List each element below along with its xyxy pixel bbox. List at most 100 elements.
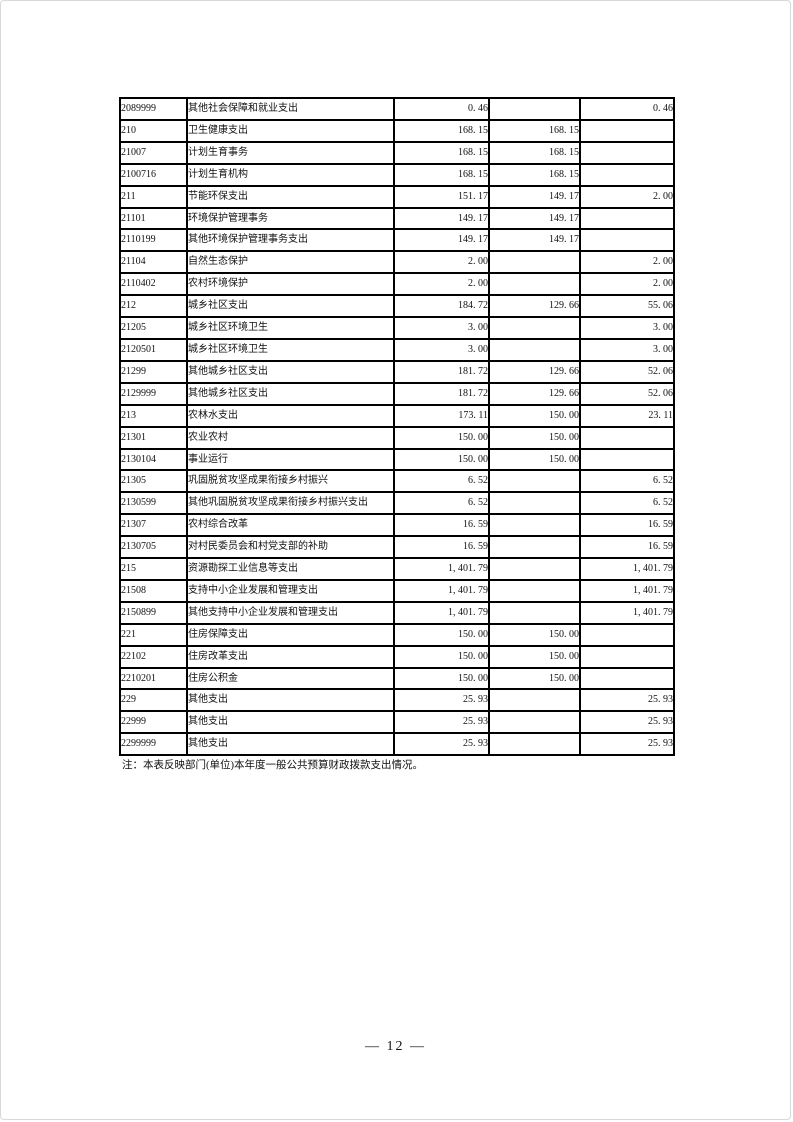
- project-amount-cell: 3. 00: [579, 337, 675, 362]
- total-amount-cell: 25. 93: [393, 688, 490, 713]
- table-row: 2110402 农村环境保护 2. 00 2. 00: [119, 272, 675, 297]
- code-cell: 21101: [119, 206, 188, 231]
- project-amount-cell: [579, 644, 675, 669]
- table-row: 213 农林水支出 173. 11 150. 00 23. 11: [119, 403, 675, 428]
- basic-amount-cell: [488, 272, 581, 297]
- basic-amount-cell: 168. 15: [488, 118, 581, 143]
- table-footnote: 注：本表反映部门(单位)本年度一般公共预算财政拨款支出情况。: [122, 760, 423, 771]
- name-cell: 住房保障支出: [186, 622, 395, 647]
- basic-amount-cell: [488, 513, 581, 538]
- total-amount-cell: 1, 401. 79: [393, 578, 490, 603]
- basic-amount-cell: [488, 600, 581, 625]
- code-cell: 2299999: [119, 732, 188, 757]
- project-amount-cell: 25. 93: [579, 710, 675, 735]
- table-row: 2089999 其他社会保障和就业支出 0. 46 0. 46: [119, 97, 675, 121]
- basic-amount-cell: [488, 688, 581, 713]
- basic-amount-cell: 150. 00: [488, 425, 581, 450]
- basic-amount-cell: [488, 491, 581, 516]
- code-cell: 22999: [119, 710, 188, 735]
- project-amount-cell: 52. 06: [579, 359, 675, 384]
- budget-table-container: 2089999 其他社会保障和就业支出 0. 46 0. 46 210 卫生健康支出 168…: [119, 97, 675, 757]
- project-amount-cell: 16. 59: [579, 535, 675, 560]
- basic-amount-cell: [488, 469, 581, 494]
- code-cell: 21205: [119, 316, 188, 340]
- table-row: 229 其他支出 25. 93 25. 93: [119, 688, 675, 713]
- total-amount-cell: 181. 72: [393, 359, 490, 384]
- project-amount-cell: 2. 00: [579, 272, 675, 297]
- total-amount-cell: 181. 72: [393, 381, 490, 406]
- table-row: 22999 其他支出 25. 93 25. 93: [119, 710, 675, 735]
- code-cell: 210: [119, 118, 188, 143]
- table-row: 2299999 其他支出 25. 93 25. 93: [119, 732, 675, 757]
- name-cell: 支持中小企业发展和管理支出: [186, 578, 395, 603]
- code-cell: 2100716: [119, 162, 188, 187]
- basic-amount-cell: 129. 66: [488, 294, 581, 319]
- name-cell: 巩固脱贫攻坚成果衔接乡村振兴: [186, 469, 395, 494]
- name-cell: 计划生育机构: [186, 162, 395, 187]
- project-amount-cell: [579, 425, 675, 450]
- code-cell: 2130705: [119, 535, 188, 560]
- total-amount-cell: 16. 59: [393, 535, 490, 560]
- table-row: 21104 自然生态保护 2. 00 2. 00: [119, 250, 675, 275]
- total-amount-cell: 168. 15: [393, 118, 490, 143]
- project-amount-cell: [579, 622, 675, 647]
- basic-amount-cell: [488, 97, 581, 121]
- total-amount-cell: 25. 93: [393, 710, 490, 735]
- table-row: 210 卫生健康支出 168. 15 168. 15: [119, 118, 675, 143]
- name-cell: 住房改革支出: [186, 644, 395, 669]
- code-cell: 2129999: [119, 381, 188, 406]
- table-row: 2130705 对村民委员会和村党支部的补助 16. 59 16. 59: [119, 535, 675, 560]
- name-cell: 节能环保支出: [186, 184, 395, 209]
- name-cell: 农村综合改革: [186, 513, 395, 538]
- table-row: 21301 农业农村 150. 00 150. 00: [119, 425, 675, 450]
- total-amount-cell: 151. 17: [393, 184, 490, 209]
- name-cell: 其他支持中小企业发展和管理支出: [186, 600, 395, 625]
- basic-amount-cell: 150. 00: [488, 644, 581, 669]
- code-cell: 2210201: [119, 666, 188, 691]
- code-cell: 2130599: [119, 491, 188, 516]
- basic-amount-cell: [488, 710, 581, 735]
- name-cell: 住房公积金: [186, 666, 395, 691]
- project-amount-cell: [579, 118, 675, 143]
- basic-amount-cell: 150. 00: [488, 622, 581, 647]
- total-amount-cell: 16. 59: [393, 513, 490, 538]
- table-row: 2129999 其他城乡社区支出 181. 72 129. 66 52. 06: [119, 381, 675, 406]
- project-amount-cell: 1, 401. 79: [579, 600, 675, 625]
- code-cell: 21299: [119, 359, 188, 384]
- total-amount-cell: 3. 00: [393, 337, 490, 362]
- basic-amount-cell: 149. 17: [488, 184, 581, 209]
- project-amount-cell: 2. 00: [579, 184, 675, 209]
- project-amount-cell: 23. 11: [579, 403, 675, 428]
- code-cell: 211: [119, 184, 188, 209]
- basic-amount-cell: 149. 17: [488, 206, 581, 231]
- project-amount-cell: 3. 00: [579, 316, 675, 340]
- project-amount-cell: [579, 140, 675, 165]
- basic-amount-cell: [488, 316, 581, 340]
- basic-amount-cell: 150. 00: [488, 403, 581, 428]
- code-cell: 221: [119, 622, 188, 647]
- total-amount-cell: 184. 72: [393, 294, 490, 319]
- table-row: 2100716 计划生育机构 168. 15 168. 15: [119, 162, 675, 187]
- basic-amount-cell: [488, 557, 581, 581]
- code-cell: 2110199: [119, 228, 188, 253]
- name-cell: 其他环境保护管理事务支出: [186, 228, 395, 253]
- table-row: 2110199 其他环境保护管理事务支出 149. 17 149. 17: [119, 228, 675, 253]
- code-cell: 212: [119, 294, 188, 319]
- total-amount-cell: 168. 15: [393, 162, 490, 187]
- name-cell: 资源勘探工业信息等支出: [186, 557, 395, 581]
- total-amount-cell: 1, 401. 79: [393, 557, 490, 581]
- name-cell: 其他支出: [186, 732, 395, 757]
- name-cell: 城乡社区环境卫生: [186, 337, 395, 362]
- code-cell: 2110402: [119, 272, 188, 297]
- budget-expenditure-table: 2089999 其他社会保障和就业支出 0. 46 0. 46 210 卫生健康支出 168…: [119, 97, 675, 757]
- basic-amount-cell: 149. 17: [488, 228, 581, 253]
- code-cell: 21301: [119, 425, 188, 450]
- name-cell: 农业农村: [186, 425, 395, 450]
- total-amount-cell: 150. 00: [393, 425, 490, 450]
- project-amount-cell: [579, 666, 675, 691]
- basic-amount-cell: 129. 66: [488, 359, 581, 384]
- basic-amount-cell: 129. 66: [488, 381, 581, 406]
- basic-amount-cell: [488, 250, 581, 275]
- code-cell: 2150899: [119, 600, 188, 625]
